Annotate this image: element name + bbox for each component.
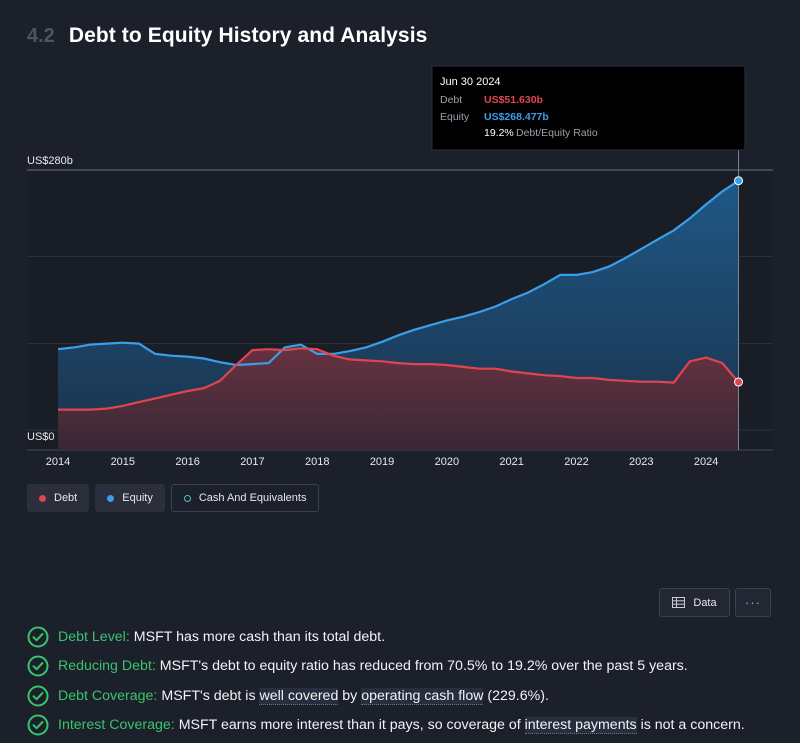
y-axis-top-label: US$280b (27, 155, 73, 167)
x-tick-label: 2018 (305, 456, 329, 468)
tooltip-debt-value: US$51.630b (484, 94, 543, 106)
check-text: MSFT has more cash than its total debt. (133, 628, 386, 645)
check-circle-icon (27, 655, 49, 677)
debt-checks-list: Debt Level: MSFT has more cash than its … (27, 622, 797, 740)
tooltip-ratio-label: Debt/Equity Ratio (516, 127, 598, 139)
chart-tooltip: Jun 30 2024 Debt US$51.630b Equity US$26… (431, 65, 746, 151)
check-circle-icon (27, 685, 49, 707)
debt-equity-chart[interactable]: US$280b US$0 2014 2015 2016 2017 2018 2019 202… (0, 60, 800, 480)
check-circle-icon (27, 626, 49, 648)
tooltip-date: Jun 30 2024 (440, 76, 501, 88)
check-text-pre: MSFT earns more interest than it pays, s… (178, 717, 525, 734)
x-tick-label: 2017 (240, 456, 264, 468)
more-icon: ··· (745, 595, 761, 610)
tooltip-equity-label: Equity (440, 111, 470, 123)
chart-toolbar: Data ··· (659, 588, 771, 617)
x-tick-label: 2015 (111, 456, 135, 468)
x-tick-label: 2020 (435, 456, 459, 468)
interest-payments-link[interactable]: interest payments (524, 717, 637, 735)
legend-debt-button[interactable]: Debt (27, 484, 90, 512)
legend-equity-button[interactable]: Equity (95, 484, 165, 512)
check-text: MSFT earns more interest than it pays, s… (178, 717, 745, 735)
equity-line (57, 179, 740, 367)
section-heading: 4.2 Debt to Equity History and Analysis (27, 24, 427, 48)
check-item-debt-coverage: Debt Coverage: MSFT's debt is well cover… (27, 681, 797, 711)
legend-cash-button[interactable]: Cash And Equivalents (170, 484, 320, 512)
more-options-button[interactable]: ··· (735, 588, 771, 617)
legend-cash-label: Cash And Equivalents (198, 492, 307, 504)
x-tick-label: 2014 (46, 456, 70, 468)
check-text-pre: MSFT's debt is (161, 687, 260, 704)
check-label: Reducing Debt: (58, 658, 156, 675)
legend-equity-label: Equity (122, 492, 153, 504)
check-text-post: is not a concern. (636, 717, 745, 734)
x-tick-label: 2019 (370, 456, 394, 468)
check-text: MSFT's debt is well covered by operating… (161, 687, 549, 705)
check-text-mid: by (338, 687, 362, 704)
check-text: MSFT's debt to equity ratio has reduced … (159, 658, 688, 675)
x-tick-label: 2023 (629, 456, 653, 468)
x-tick-label: 2024 (694, 456, 718, 468)
x-tick-label: 2016 (175, 456, 199, 468)
check-item-debt-level: Debt Level: MSFT has more cash than its … (27, 622, 797, 652)
tooltip-equity-value: US$268.477b (484, 111, 549, 123)
tooltip-ratio-value: 19.2% (484, 127, 514, 139)
check-label: Debt Coverage: (58, 687, 158, 704)
chart-legend: Debt Equity Cash And Equivalents (27, 484, 320, 512)
legend-debt-label: Debt (54, 492, 78, 504)
debt-endpoint-marker (734, 377, 744, 387)
section-title: Debt to Equity History and Analysis (68, 24, 428, 47)
check-label: Debt Level: (58, 628, 130, 645)
data-table-button[interactable]: Data (659, 588, 730, 617)
x-axis-ticks: 2014 2015 2016 2017 2018 2019 2020 2021 2022 2023… (46, 456, 719, 468)
debt-dot-icon (39, 494, 46, 502)
section-number: 4.2 (27, 25, 55, 47)
data-button-label: Data (693, 596, 717, 609)
check-text-post: (229.6%). (483, 687, 549, 704)
table-icon (672, 597, 686, 608)
chart-svg[interactable]: US$280b US$0 2014 2015 2016 2017 2018 2019 202… (0, 60, 800, 480)
check-circle-icon (27, 714, 49, 736)
tooltip-debt-label: Debt (440, 94, 462, 106)
debt-line (58, 347, 740, 411)
y-axis-bottom-label: US$0 (27, 431, 55, 443)
check-label: Interest Coverage: (58, 717, 175, 734)
equity-dot-icon (107, 494, 115, 502)
well-covered-link[interactable]: well covered (259, 687, 339, 705)
check-item-interest-coverage: Interest Coverage: MSFT earns more inter… (27, 711, 797, 741)
x-tick-label: 2022 (564, 456, 588, 468)
x-tick-label: 2021 (499, 456, 523, 468)
cash-ring-icon (183, 494, 191, 502)
operating-cash-flow-link[interactable]: operating cash flow (361, 687, 484, 705)
check-item-reducing-debt: Reducing Debt: MSFT's debt to equity rat… (27, 652, 797, 682)
equity-endpoint-marker (734, 176, 744, 186)
